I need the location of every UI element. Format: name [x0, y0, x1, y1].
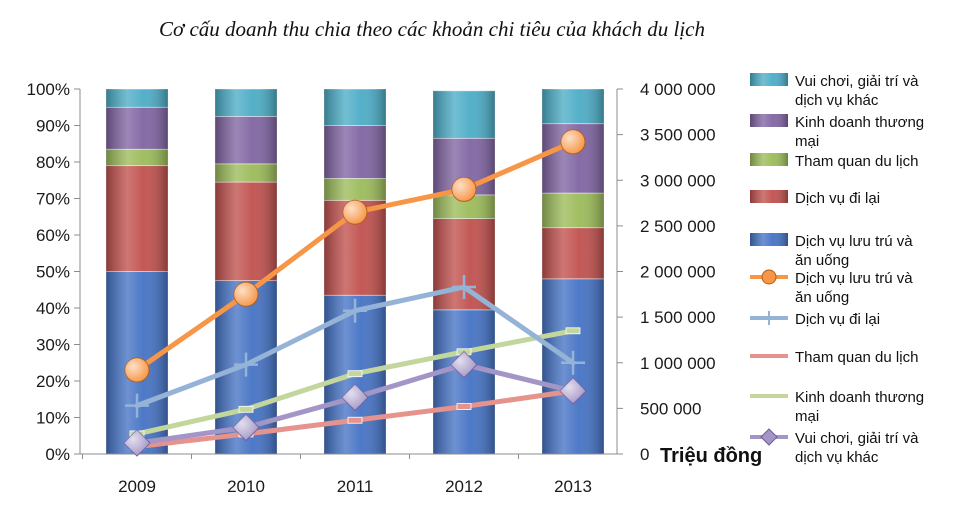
line-point	[347, 370, 363, 378]
bar-segment	[432, 137, 496, 196]
legend-label: Dịch vụ đi lại	[795, 190, 880, 207]
bar-segment	[105, 148, 169, 167]
legend-item: Kinh doanh thương mại	[750, 114, 924, 150]
line-point	[343, 298, 367, 323]
right-tick-label: 3 000 000	[640, 171, 716, 190]
bar-segment	[432, 309, 496, 455]
right-tick-label: 4 000 000	[640, 80, 716, 99]
line-point	[456, 403, 472, 410]
x-tick-label: 2012	[445, 477, 483, 496]
line-point	[234, 352, 258, 377]
bar-area	[105, 88, 605, 455]
legend-label: Kinh doanh thương	[795, 389, 924, 406]
bar-segment	[432, 194, 496, 219]
line-point	[233, 281, 259, 307]
legend-item: Kinh doanh thương mại	[750, 389, 924, 425]
line-point	[123, 429, 151, 457]
left-tick-label: 100%	[27, 80, 70, 99]
legend-item: Vui chơi, giải trí và dịch vụ khác	[750, 428, 919, 466]
line-point	[125, 393, 149, 418]
line-point	[347, 416, 363, 424]
bar-segment	[214, 163, 278, 183]
legend-label: Vui chơi, giải trí và	[795, 430, 919, 447]
chart-title: Cơ cấu doanh thu chia theo các khoản chi…	[159, 17, 705, 41]
legend-item: Dịch vụ đi lại	[750, 311, 880, 328]
legend-item: Dịch vụ đi lại	[750, 190, 880, 207]
left-tick-label: 30%	[36, 336, 70, 355]
legend-label: ăn uống	[795, 289, 849, 306]
left-tick-label: 90%	[36, 117, 70, 136]
legend-item: Tham quan du lịch	[750, 349, 918, 366]
left-tick-label: 80%	[36, 153, 70, 172]
bar-segment	[214, 181, 278, 282]
left-tick-label: 0%	[45, 445, 70, 464]
x-tick-label: 2013	[554, 477, 592, 496]
right-tick-label: 2 000 000	[640, 263, 716, 282]
right-tick-label: 1 000 000	[640, 354, 716, 373]
x-tick-label: 2009	[118, 477, 156, 496]
bar-segment	[105, 165, 169, 272]
left-tick-label: 10%	[36, 409, 70, 428]
legend-label: Dịch vụ đi lại	[795, 311, 880, 328]
line-point	[124, 357, 150, 383]
line-point	[342, 199, 368, 225]
legend-label: Vui chơi, giải trí và	[795, 73, 919, 90]
bar-segment	[541, 227, 605, 280]
legend-label: Tham quan du lịch	[795, 349, 918, 366]
legend-item: Vui chơi, giải trí và dịch vụ khác	[750, 73, 919, 109]
bar-segment	[541, 88, 605, 125]
line-point	[559, 377, 587, 405]
line-point	[560, 129, 586, 155]
line-point	[450, 350, 478, 379]
bar-segment	[105, 271, 169, 455]
line-point	[452, 275, 476, 300]
left-tick-label: 70%	[36, 190, 70, 209]
x-tick-label: 2010	[227, 477, 265, 496]
right-tick-label: 3 500 000	[640, 126, 716, 145]
right-axis-unit: Triệu đồng	[660, 445, 762, 467]
bar-segment	[323, 178, 387, 201]
bar-segment	[323, 88, 387, 126]
legend-label: Dịch vụ lưu trú và	[795, 270, 913, 287]
line-point	[238, 405, 254, 413]
right-tick-label: 1 500 000	[640, 308, 716, 327]
bar-segment	[214, 115, 278, 165]
line-point	[561, 350, 585, 375]
legend: Vui chơi, giải trí và dịch vụ khác Kinh do…	[750, 73, 924, 466]
legend-label: dịch vụ khác	[795, 92, 879, 109]
left-tick-label: 20%	[36, 372, 70, 391]
bar-segment	[323, 125, 387, 179]
bar-segment	[105, 88, 169, 108]
line-point	[232, 413, 260, 442]
left-tick-label: 60%	[36, 226, 70, 245]
right-tick-label: 0	[640, 445, 649, 464]
line-point	[341, 383, 369, 412]
bar-segment	[214, 88, 278, 117]
left-tick-label: 50%	[36, 263, 70, 282]
x-tick-label: 2011	[337, 477, 374, 496]
line-point	[565, 327, 581, 335]
legend-label: mại	[795, 133, 819, 150]
bar-segment	[432, 90, 496, 139]
bar-segment	[105, 106, 169, 150]
axes: 0% 10% 20% 30% 40% 50% 60% 70% 80% 90% 100% 0 500 00…	[27, 80, 763, 496]
legend-label: Kinh doanh thương	[795, 114, 924, 131]
line-point	[451, 176, 477, 202]
legend-label: mại	[795, 408, 819, 425]
legend-label: Tham quan du lịch	[795, 153, 918, 170]
legend-item: Dịch vụ lưu trú và ăn uống	[750, 233, 913, 269]
legend-label: Dịch vụ lưu trú và	[795, 233, 913, 250]
legend-label: ăn uống	[795, 252, 849, 269]
line-area	[123, 129, 587, 457]
legend-item: Tham quan du lịch	[750, 153, 918, 170]
right-tick-label: 500 000	[640, 399, 701, 418]
bar-segment	[541, 192, 605, 229]
legend-label: dịch vụ khác	[795, 449, 879, 466]
left-tick-label: 40%	[36, 299, 70, 318]
legend-item: Dịch vụ lưu trú và ăn uống	[750, 269, 913, 306]
right-tick-label: 2 500 000	[640, 217, 716, 236]
